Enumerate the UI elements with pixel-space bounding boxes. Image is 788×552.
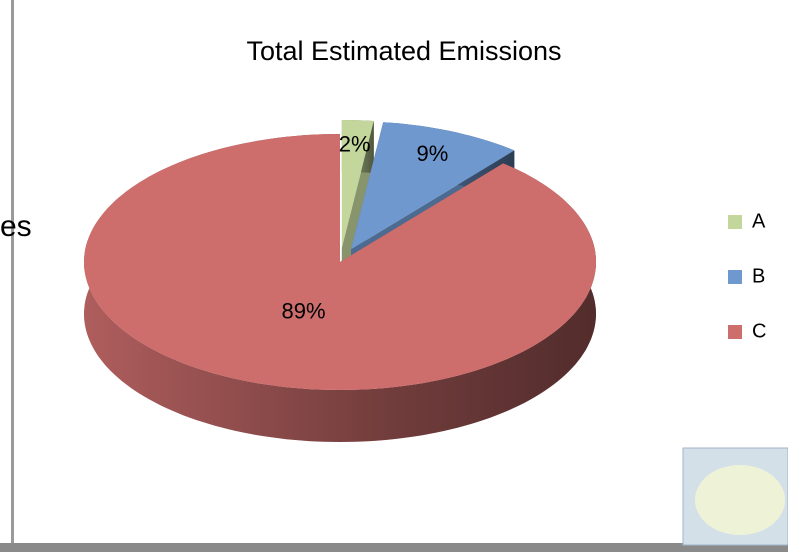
legend-label: C [752,320,766,342]
legend-swatch [728,325,742,339]
legend-swatch [728,270,742,284]
legend-label: B [752,265,765,287]
legend-swatch [728,215,742,229]
data-label: 89% [282,298,326,323]
slice [341,120,374,248]
legend-label: A [752,210,766,232]
left-edge [11,0,14,543]
background-text: es [0,210,32,243]
chart-title: Total Estimated Emissions [246,36,561,66]
slice [351,122,515,250]
data-label: 9% [417,141,449,166]
bottom-bar [0,543,788,552]
slice [84,134,596,390]
thumbnail-shape [695,465,785,535]
data-label: 2% [339,132,371,157]
